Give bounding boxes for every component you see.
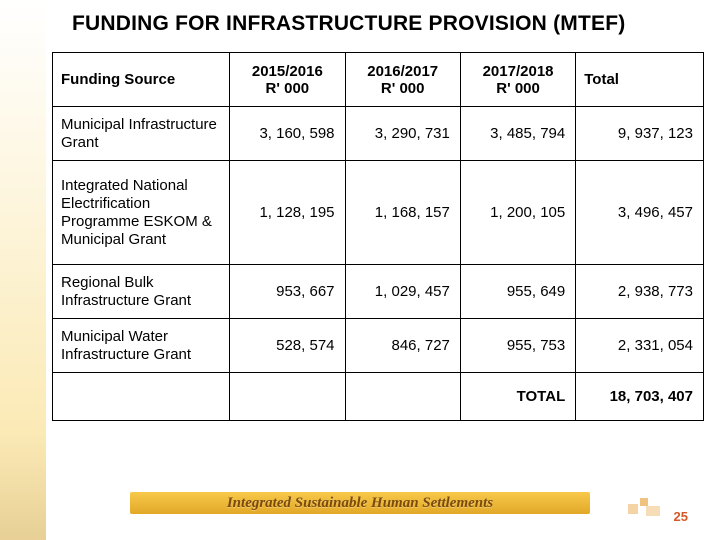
table-row: Municipal Water Infrastructure Grant 528… [53, 319, 704, 373]
cell-empty [53, 373, 230, 421]
cell-value: 1, 168, 157 [345, 161, 460, 265]
cell-value: 528, 574 [230, 319, 345, 373]
cell-value: 953, 667 [230, 265, 345, 319]
cell-value: 846, 727 [345, 319, 460, 373]
cell-value: 3, 290, 731 [345, 107, 460, 161]
col-header-2017: 2017/2018 R' 000 [460, 53, 575, 107]
col-header-2015: 2015/2016 R' 000 [230, 53, 345, 107]
table-row: Integrated National Electrification Prog… [53, 161, 704, 265]
left-accent-bar [0, 0, 46, 540]
table-row: Regional Bulk Infrastructure Grant 953, … [53, 265, 704, 319]
footer-text: Integrated Sustainable Human Settlements [227, 495, 493, 512]
col-header-2016: 2016/2017 R' 000 [345, 53, 460, 107]
cell-empty [230, 373, 345, 421]
cell-value: 1, 128, 195 [230, 161, 345, 265]
table-header-row: Funding Source 2015/2016 R' 000 2016/201… [53, 53, 704, 107]
cell-value: 3, 485, 794 [460, 107, 575, 161]
cell-total-label: TOTAL [460, 373, 575, 421]
cell-value: 955, 753 [460, 319, 575, 373]
cell-value: 955, 649 [460, 265, 575, 319]
funding-table: Funding Source 2015/2016 R' 000 2016/201… [52, 52, 704, 421]
corner-decoration [628, 498, 666, 516]
cell-value: 9, 937, 123 [576, 107, 704, 161]
table-total-row: TOTAL 18, 703, 407 [53, 373, 704, 421]
col-header-source: Funding Source [53, 53, 230, 107]
cell-source: Municipal Water Infrastructure Grant [53, 319, 230, 373]
cell-value: 1, 200, 105 [460, 161, 575, 265]
cell-value: 2, 938, 773 [576, 265, 704, 319]
cell-total-value: 18, 703, 407 [576, 373, 704, 421]
footer-band: Integrated Sustainable Human Settlements [130, 492, 590, 514]
col-header-total: Total [576, 53, 704, 107]
page-number: 25 [674, 509, 688, 524]
cell-value: 1, 029, 457 [345, 265, 460, 319]
cell-value: 2, 331, 054 [576, 319, 704, 373]
cell-value: 3, 496, 457 [576, 161, 704, 265]
page-title: FUNDING FOR INFRASTRUCTURE PROVISION (MT… [72, 12, 625, 36]
cell-source: Municipal Infrastructure Grant [53, 107, 230, 161]
cell-empty [345, 373, 460, 421]
cell-source: Integrated National Electrification Prog… [53, 161, 230, 265]
cell-value: 3, 160, 598 [230, 107, 345, 161]
cell-source: Regional Bulk Infrastructure Grant [53, 265, 230, 319]
table-row: Municipal Infrastructure Grant 3, 160, 5… [53, 107, 704, 161]
